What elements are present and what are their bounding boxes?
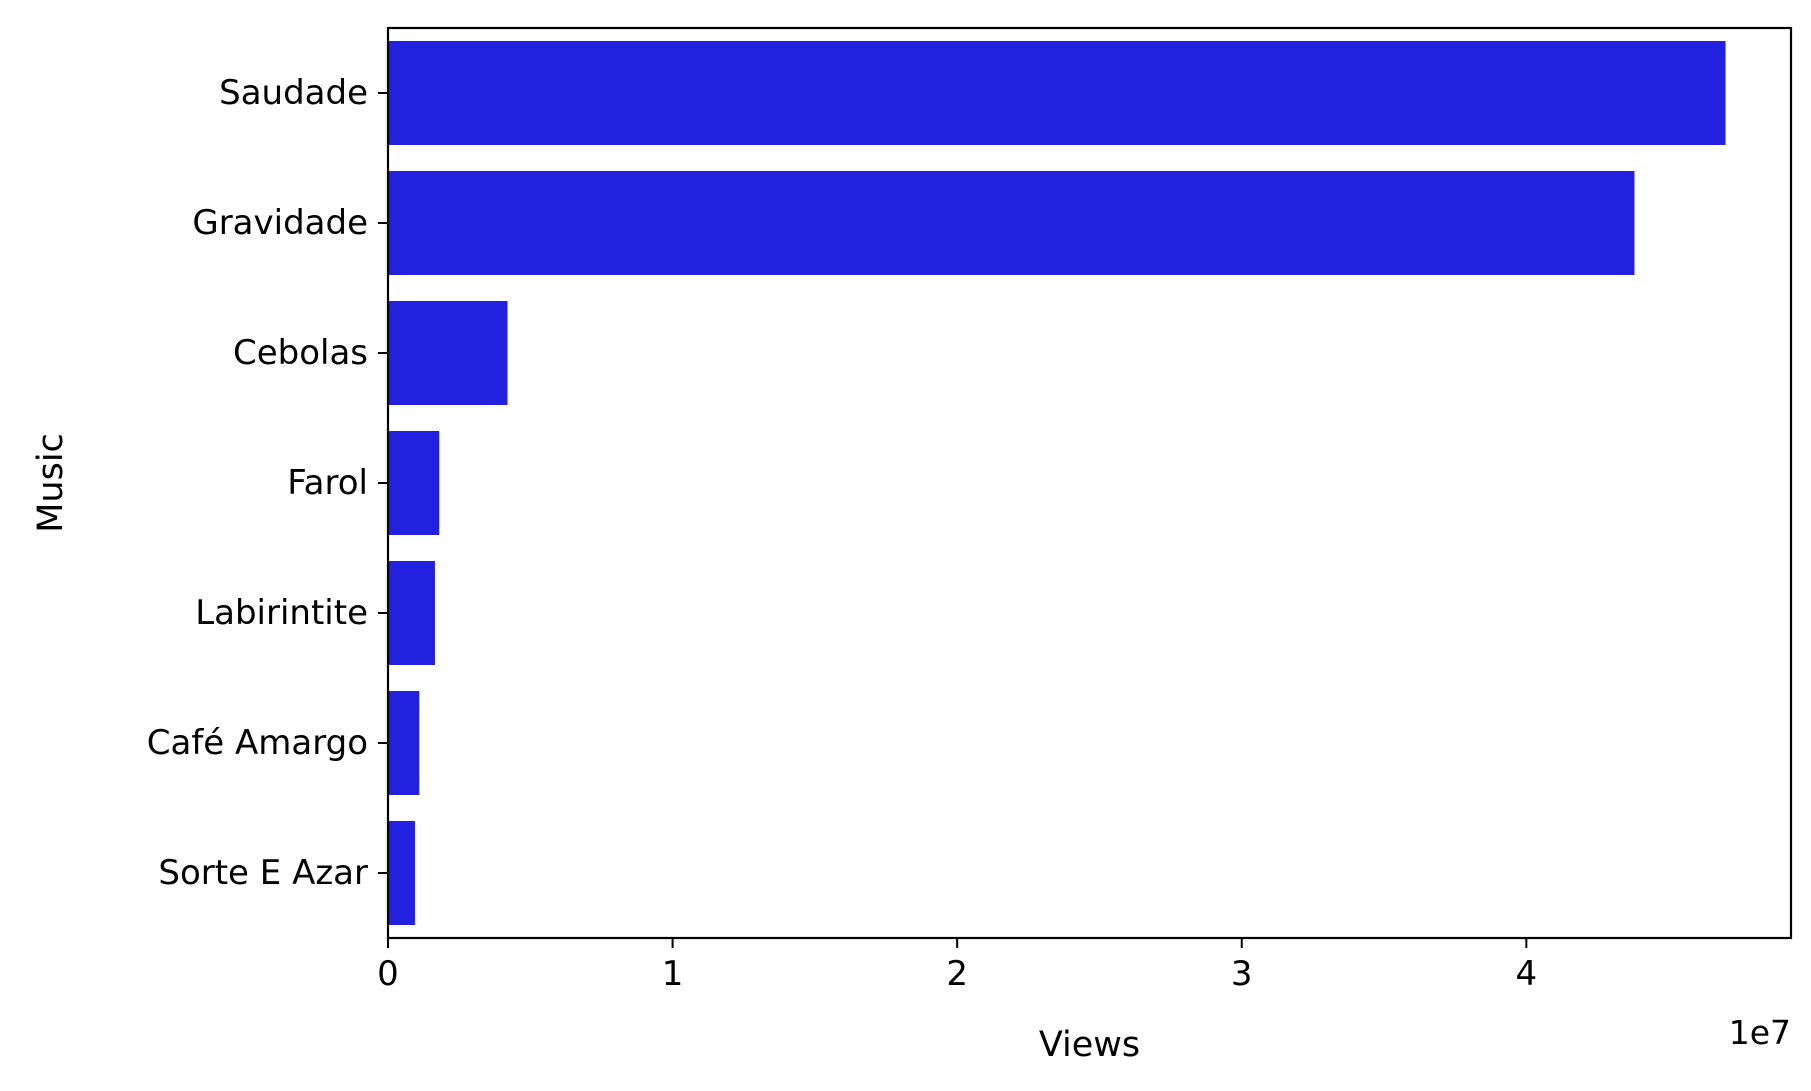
bar-gravidade — [388, 171, 1635, 275]
bar-caf-amargo — [388, 691, 420, 795]
x-tick-label: 2 — [946, 954, 968, 994]
y-tick-label: Saudade — [219, 73, 368, 113]
y-tick-label: Cebolas — [233, 333, 368, 373]
bar-labirintite — [388, 561, 435, 665]
y-tick-label: Labirintite — [195, 593, 368, 633]
y-tick-label: Café Amargo — [147, 723, 368, 763]
plot-frame — [386, 26, 1793, 940]
x-axis-offset-label: 1e7 — [1729, 1013, 1791, 1052]
y-tick-label: Farol — [287, 463, 368, 503]
y-axis-title: Music — [31, 433, 71, 533]
x-tick-label: 0 — [377, 954, 399, 994]
y-tick-label: Sorte E Azar — [158, 853, 368, 893]
x-axis: 0 1 2 3 4 — [377, 938, 1537, 994]
bar-saudade — [388, 41, 1726, 145]
x-tick-label: 4 — [1516, 954, 1538, 994]
bar-sorte-e-azar — [388, 821, 416, 925]
bars-group — [388, 41, 1726, 925]
y-axis: Saudade Gravidade Cebolas Farol Labirintite C… — [147, 73, 388, 893]
x-axis-title: Views — [1039, 1025, 1140, 1065]
bar-cebolas — [388, 301, 508, 405]
x-tick-label: 3 — [1231, 954, 1253, 994]
y-tick-label: Gravidade — [192, 203, 368, 243]
bar-farol — [388, 431, 440, 535]
x-tick-label: 1 — [662, 954, 684, 994]
